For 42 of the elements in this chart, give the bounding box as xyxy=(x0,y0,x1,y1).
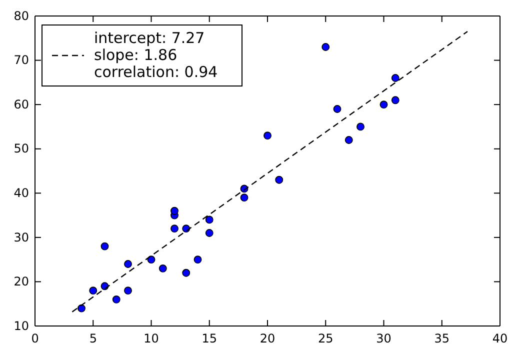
y-tick-label: 40 xyxy=(14,186,29,200)
x-tick-label: 35 xyxy=(434,332,450,346)
point xyxy=(89,286,98,295)
y-tick-label: 30 xyxy=(14,230,29,244)
point xyxy=(194,256,202,264)
point xyxy=(391,96,400,104)
x-tick-label: 20 xyxy=(260,332,276,346)
point xyxy=(322,43,330,51)
x-tick-label: 5 xyxy=(89,332,97,346)
y-tick-label: 20 xyxy=(14,274,29,289)
point xyxy=(264,132,272,140)
point xyxy=(205,229,214,237)
x-tick-label: 25 xyxy=(318,332,334,346)
x-tick-label: 40 xyxy=(492,332,508,346)
point xyxy=(344,136,353,144)
y-tick-label: 50 xyxy=(14,142,29,156)
point xyxy=(380,100,388,109)
point xyxy=(170,224,178,233)
point xyxy=(182,268,190,277)
point xyxy=(205,216,214,224)
point xyxy=(275,176,284,184)
point xyxy=(124,260,132,268)
point xyxy=(78,304,86,312)
y-tick-label: 10 xyxy=(14,318,29,333)
legend-label: intercept: 7.27 slope: 1.86 correlation: 0.94 xyxy=(94,29,218,81)
point xyxy=(240,194,248,202)
point xyxy=(147,256,156,264)
y-tick-label: 80 xyxy=(14,8,29,23)
x-tick-label: 30 xyxy=(376,332,392,346)
y-tick-label: 70 xyxy=(14,53,29,68)
point xyxy=(124,286,132,295)
y-tick-label: 60 xyxy=(14,97,29,112)
x-tick-label: 10 xyxy=(144,332,159,346)
point xyxy=(391,74,400,82)
point xyxy=(170,206,178,215)
point xyxy=(356,122,364,131)
x-tick-label: 15 xyxy=(202,332,218,346)
point xyxy=(333,105,342,113)
point xyxy=(158,264,167,272)
x-tick-label: 0 xyxy=(31,332,39,346)
point xyxy=(100,242,109,250)
point xyxy=(112,295,120,304)
